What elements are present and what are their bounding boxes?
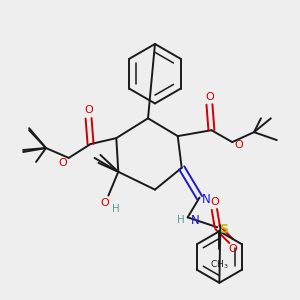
Text: O: O [210,196,219,206]
Text: N: N [190,214,200,227]
Text: O: O [100,199,109,208]
Text: H: H [177,215,185,225]
Text: O: O [229,244,238,254]
Text: S: S [219,223,228,236]
Text: CH$_3$: CH$_3$ [210,259,229,272]
Text: O: O [234,140,243,150]
Text: H: H [112,204,120,214]
Text: O: O [58,158,67,168]
Text: O: O [205,92,214,101]
Text: N: N [202,193,210,206]
Text: O: O [84,105,93,116]
